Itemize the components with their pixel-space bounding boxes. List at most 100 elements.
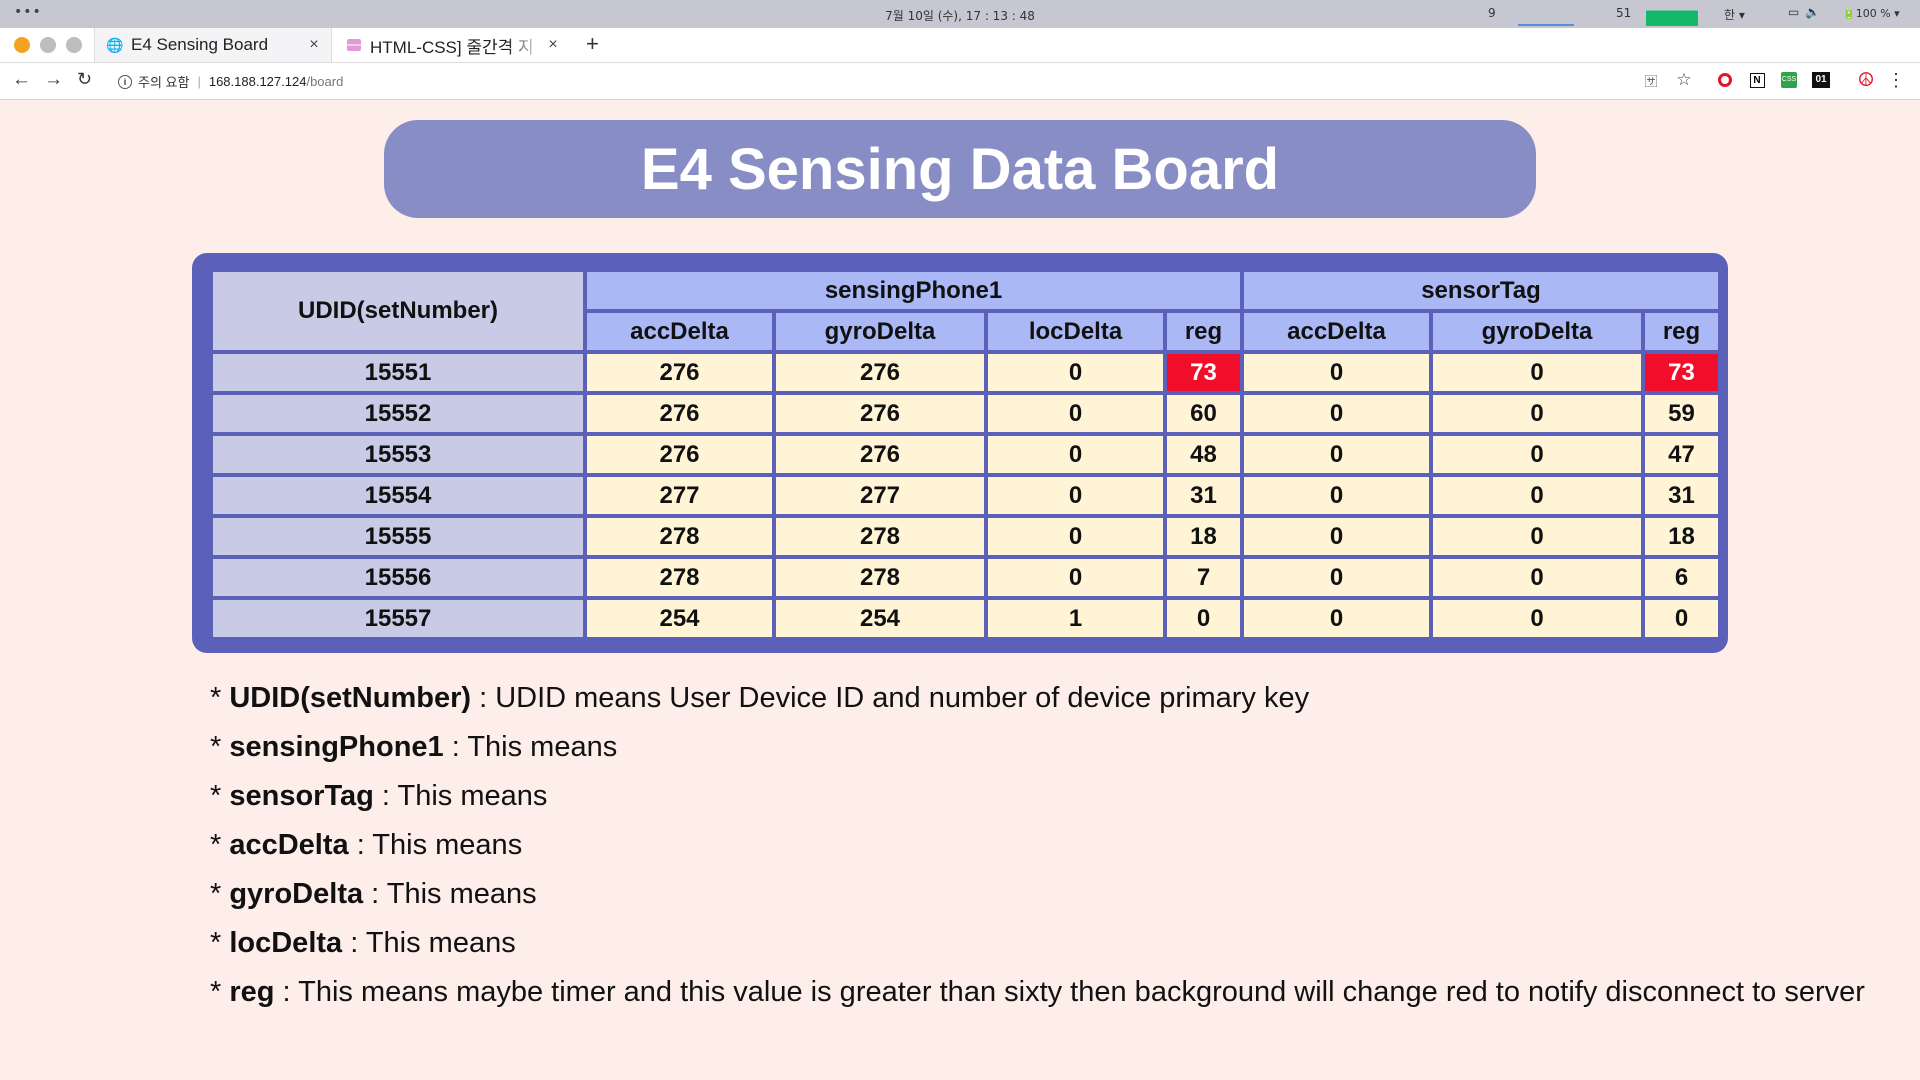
group-header-sensortag: sensorTag — [1244, 272, 1718, 309]
column-header: gyroDelta — [776, 313, 984, 350]
page-favicon-icon — [346, 37, 362, 53]
page-title: E4 Sensing Data Board — [640, 136, 1280, 202]
legend-term: sensingPhone1 — [229, 731, 444, 763]
value-cell: 278 — [587, 559, 772, 596]
legend-description: : This means — [363, 878, 537, 910]
window-maximize-button[interactable] — [66, 37, 82, 53]
legend-note-item: * sensorTag : This means — [210, 780, 548, 812]
value-cell: 276 — [776, 436, 984, 473]
value-cell: 0 — [1433, 600, 1641, 637]
table-column-header-row: accDelta gyroDelta locDelta reg accDelta… — [213, 313, 1718, 350]
binary-extension-icon[interactable]: 01 — [1811, 71, 1831, 89]
tab-title: E4 Sensing Board — [131, 35, 269, 54]
value-cell: 31 — [1645, 477, 1718, 514]
legend-term: gyroDelta — [229, 878, 364, 910]
value-cell: 0 — [1244, 354, 1429, 391]
value-cell: 254 — [776, 600, 984, 637]
udid-header: UDID(setNumber) — [213, 272, 583, 350]
activities-menu-icon[interactable]: ••• — [14, 4, 42, 20]
legend-description: : This means — [443, 731, 618, 763]
table-row: 15552 276 276 0 60 0 0 59 — [213, 395, 1718, 432]
value-cell: 254 — [587, 600, 772, 637]
bookmark-star-icon[interactable]: ☆ — [1676, 70, 1692, 89]
new-tab-plus-icon[interactable]: + — [586, 31, 599, 56]
legend-term: sensorTag — [229, 780, 374, 812]
table-group-header-row: UDID(setNumber) sensingPhone1 sensorTag — [213, 272, 1718, 350]
value-cell: 0 — [988, 354, 1163, 391]
value-cell: 0 — [988, 477, 1163, 514]
legend-term: reg — [229, 976, 275, 1008]
back-arrow-icon[interactable]: ← — [12, 69, 31, 90]
alert-value-cell: 73 — [1167, 354, 1240, 391]
translate-icon[interactable]: 🈂 — [1644, 73, 1658, 89]
legend-description: : This means — [373, 780, 548, 812]
legend-term: accDelta — [229, 829, 349, 861]
url-host[interactable]: 168.188.127.124 — [208, 74, 307, 89]
value-cell: 276 — [587, 395, 772, 432]
udid-cell: 15553 — [213, 436, 583, 473]
table-body: 15551 276 276 0 73 0 0 73 15552 276 276 0 60 0 0 59 1555… — [213, 354, 1718, 637]
value-cell: 0 — [1244, 600, 1429, 637]
value-cell: 60 — [1167, 395, 1240, 432]
tab-close-icon[interactable]: × — [309, 36, 319, 53]
window-minimize-button[interactable] — [40, 37, 56, 53]
battery-indicator[interactable]: 🔋100 % ▾ — [1842, 7, 1900, 20]
value-cell: 276 — [776, 395, 984, 432]
table-row: 15551 276 276 0 73 0 0 73 — [213, 354, 1718, 391]
notion-extension-icon[interactable]: N — [1748, 71, 1766, 89]
css-extension-icon[interactable]: CSS — [1780, 71, 1798, 89]
forward-arrow-icon[interactable]: → — [44, 69, 63, 90]
value-cell: 0 — [1433, 518, 1641, 555]
tab-close-icon[interactable]: × — [548, 36, 558, 53]
sensing-data-table: UDID(setNumber) sensingPhone1 sensorTag … — [209, 268, 1722, 641]
sensing-board-frame: UDID(setNumber) sensingPhone1 sensorTag … — [192, 253, 1728, 653]
udid-cell: 15555 — [213, 518, 583, 555]
column-header: gyroDelta — [1433, 313, 1641, 350]
browser-menu-icon[interactable]: ⋮ — [1887, 69, 1905, 90]
tab-html-css[interactable]: HTML-CSS] 줄간격 지 × — [334, 28, 570, 62]
address-bar[interactable]: i 주의 요함 | 168.188.127.124/board — [118, 72, 343, 91]
column-header: locDelta — [988, 313, 1163, 350]
value-cell: 276 — [776, 354, 984, 391]
column-header: accDelta — [1244, 313, 1429, 350]
value-cell: 276 — [587, 436, 772, 473]
udid-cell: 15554 — [213, 477, 583, 514]
system-clock[interactable]: 7월 10일 (수), 17 : 13 : 48 — [885, 9, 1035, 23]
value-cell: 0 — [988, 395, 1163, 432]
value-cell: 1 — [988, 600, 1163, 637]
url-path[interactable]: /board — [306, 74, 344, 89]
value-cell: 277 — [587, 477, 772, 514]
tab-e4-sensing-board[interactable]: 🌐 E4 Sensing Board × — [94, 28, 332, 62]
table-row: 15554 277 277 0 31 0 0 31 — [213, 477, 1718, 514]
legend-term: locDelta — [229, 927, 343, 959]
legend-note-item: * accDelta : This means — [210, 829, 523, 861]
legend-description: : This means — [348, 829, 523, 861]
value-cell: 7 — [1167, 559, 1240, 596]
legend-note-item: * gyroDelta : This means — [210, 878, 537, 910]
value-cell: 31 — [1167, 477, 1240, 514]
value-cell: 0 — [1167, 600, 1240, 637]
value-cell: 0 — [1433, 436, 1641, 473]
legend-description: : This means — [342, 927, 516, 959]
opera-extension-icon[interactable] — [1716, 71, 1734, 89]
legend-notes: * UDID(setNumber) : UDID means User Devi… — [210, 678, 1865, 1021]
value-cell: 277 — [776, 477, 984, 514]
reload-icon[interactable]: ↻ — [77, 69, 93, 89]
window-close-button[interactable] — [14, 37, 30, 53]
legend-term: UDID(setNumber) — [229, 682, 472, 714]
info-icon[interactable]: i — [118, 74, 132, 89]
value-cell: 278 — [776, 559, 984, 596]
peace-extension-icon[interactable]: ☮ — [1857, 69, 1875, 91]
value-cell: 0 — [1433, 477, 1641, 514]
value-cell: 278 — [587, 518, 772, 555]
value-cell: 0 — [1244, 436, 1429, 473]
os-top-bar: ••• 7월 10일 (수), 17 : 13 : 48 9 51 한 ▾ ▭🔈… — [0, 0, 1920, 28]
system-tray-icons[interactable]: ▭🔈 — [1788, 5, 1827, 19]
table-row: 15555 278 278 0 18 0 0 18 — [213, 518, 1718, 555]
input-method-indicator[interactable]: 한 ▾ — [1724, 8, 1745, 22]
security-label[interactable]: 주의 요함 — [138, 75, 190, 90]
page-title-banner: E4 Sensing Data Board — [384, 120, 1536, 218]
column-header: reg — [1645, 313, 1718, 350]
value-cell: 0 — [988, 559, 1163, 596]
browser-tab-bar: 🌐 E4 Sensing Board × HTML-CSS] 줄간격 지 × + — [0, 28, 1920, 63]
